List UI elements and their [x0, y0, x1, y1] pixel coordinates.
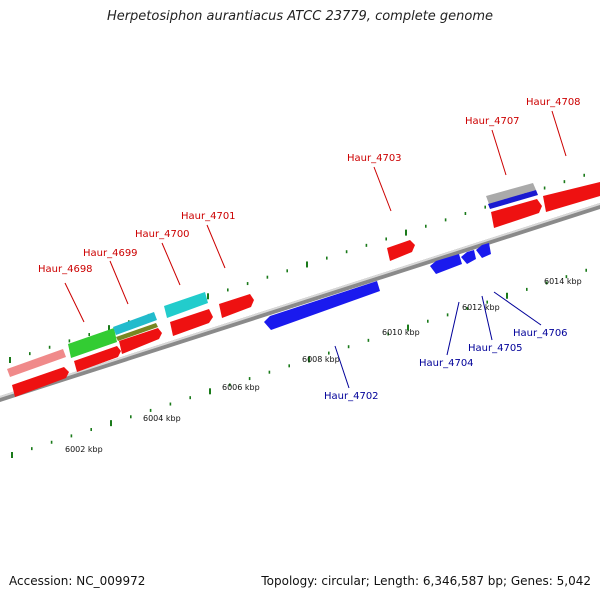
gene-feature-haur-4702[interactable]: [264, 281, 380, 330]
scale-label-6014: 6014 kbp: [544, 277, 582, 286]
scale-label-6002: 6002 kbp: [65, 445, 103, 454]
label-haur-4707[interactable]: Haur_4707: [465, 116, 520, 127]
label-haur-4705[interactable]: Haur_4705: [468, 343, 523, 354]
leader-haur-4701: [206, 224, 226, 269]
gene-feature-grey[interactable]: [486, 183, 536, 204]
gene-feature-haur-4704[interactable]: [430, 254, 462, 274]
scale-label-6006: 6006 kbp: [222, 383, 260, 392]
gene-feature-haur-4701[interactable]: [219, 294, 254, 318]
reverse-gene-labels: Haur_4702 Haur_4704 Haur_4705 Haur_4706: [324, 291, 568, 402]
gene-feature-cyan-large[interactable]: [164, 292, 208, 318]
leader-haur-4708: [551, 110, 567, 157]
leader-haur-4700: [161, 242, 181, 286]
leader-haur-4698: [64, 282, 85, 323]
scale-label-6008: 6008 kbp: [302, 355, 340, 364]
forward-gene-features: [7, 182, 600, 397]
lower-tick-row: [11, 268, 588, 458]
label-haur-4699[interactable]: Haur_4699: [83, 248, 138, 259]
gene-feature-pink[interactable]: [7, 349, 66, 377]
label-haur-4701[interactable]: Haur_4701: [181, 211, 236, 222]
gene-feature-haur-4700-a[interactable]: [119, 328, 162, 354]
genome-backbone-highlight: [0, 203, 600, 398]
leader-haur-4703: [373, 166, 392, 212]
genome-title: Herpetosiphon aurantiacus ATCC 23779, co…: [106, 9, 494, 24]
scale-label-6010: 6010 kbp: [382, 328, 420, 337]
scale-label-6012: 6012 kbp: [462, 303, 500, 312]
genome-summary: Topology: circular; Length: 6,346,587 bp…: [261, 574, 591, 588]
leader-haur-4705: [481, 295, 493, 341]
label-haur-4700[interactable]: Haur_4700: [135, 229, 190, 240]
gene-feature-haur-4707[interactable]: [491, 199, 542, 228]
leader-haur-4707: [491, 129, 507, 176]
gene-feature-haur-4698[interactable]: [12, 367, 69, 397]
gene-feature-cyan-small[interactable]: [113, 312, 157, 335]
label-haur-4708[interactable]: Haur_4708: [526, 97, 581, 108]
leader-haur-4704: [446, 301, 460, 356]
label-haur-4706[interactable]: Haur_4706: [513, 328, 568, 339]
reverse-gene-features: [264, 243, 491, 330]
label-haur-4704[interactable]: Haur_4704: [419, 358, 474, 369]
label-haur-4698[interactable]: Haur_4698: [38, 264, 93, 275]
scale-label-6004: 6004 kbp: [143, 414, 181, 423]
leader-haur-4706: [493, 291, 542, 326]
gene-feature-haur-4706[interactable]: [476, 243, 491, 258]
forward-gene-labels: Haur_4698 Haur_4699 Haur_4700 Haur_4701 …: [38, 97, 581, 323]
gene-feature-haur-4700-b[interactable]: [170, 309, 213, 336]
scale-labels: 6002 kbp 6004 kbp 6006 kbp 6008 kbp 6010…: [65, 277, 582, 454]
leader-haur-4699: [109, 260, 129, 305]
label-haur-4702[interactable]: Haur_4702: [324, 391, 379, 402]
gene-feature-olive[interactable]: [116, 323, 158, 341]
gene-feature-blue-small[interactable]: [488, 190, 538, 209]
gene-feature-haur-4708[interactable]: [543, 182, 600, 212]
gene-feature-green[interactable]: [68, 328, 117, 358]
accession-label: Accession: NC_009972: [9, 574, 146, 588]
gene-feature-haur-4705[interactable]: [461, 250, 476, 264]
gene-feature-haur-4703[interactable]: [387, 240, 415, 261]
leader-haur-4702: [334, 345, 350, 389]
gene-feature-haur-4699[interactable]: [74, 346, 121, 372]
label-haur-4703[interactable]: Haur_4703: [347, 153, 402, 164]
